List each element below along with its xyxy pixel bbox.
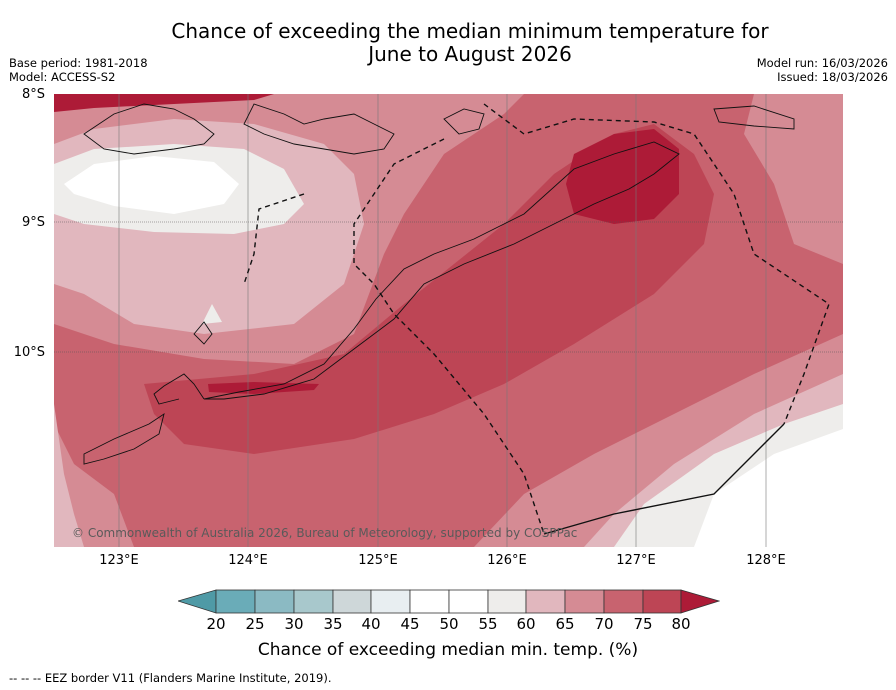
cb-tick-20: 20 <box>206 615 226 633</box>
contour-above80-east <box>566 129 679 224</box>
coastline-timor <box>203 141 680 400</box>
cb-tick-45: 45 <box>400 615 420 633</box>
cb-tick-60: 60 <box>516 615 536 633</box>
chart-title-line1: Chance of exceeding the median minimum t… <box>171 19 769 43</box>
cb-tick-70: 70 <box>594 615 614 633</box>
base-period: Base period: 1981-2018 <box>9 56 148 70</box>
colorbar-segments <box>215 589 682 614</box>
model-name: Model: ACCESS-S2 <box>9 70 116 84</box>
cb-tick-80: 80 <box>671 615 691 633</box>
lat-label-10s: 10°S <box>13 345 45 360</box>
contour-65-70-west <box>54 334 134 547</box>
map-panel <box>54 94 843 547</box>
footer-eez-note: -- -- -- EEZ border V11 (Flanders Marine… <box>9 671 332 685</box>
meta-right: Model run: 16/03/2026 Issued: 18/03/2026 <box>757 56 888 84</box>
colorbar-arrow-high <box>680 589 720 614</box>
coastline-rote <box>83 412 165 465</box>
coastline-wetar <box>443 108 485 135</box>
cb-tick-75: 75 <box>633 615 653 633</box>
meta-left: Base period: 1981-2018 Model: ACCESS-S2 <box>9 56 148 84</box>
eez-border-solid <box>543 423 785 535</box>
copyright-notice: © Commonwealth of Australia 2026, Bureau… <box>72 526 578 540</box>
cb-tick-30: 30 <box>284 615 304 633</box>
contour-60-65-sw <box>54 404 84 547</box>
lat-label-9s: 9°S <box>21 215 45 230</box>
cb-tick-50: 50 <box>439 615 459 633</box>
eez-border <box>243 103 830 535</box>
lon-label-123e: 123°E <box>99 553 139 568</box>
coastlines <box>83 103 795 465</box>
lon-label-127e: 127°E <box>616 553 656 568</box>
contour-above80-nw <box>54 94 274 112</box>
cb-tick-40: 40 <box>361 615 381 633</box>
lat-label-8s: 8°S <box>21 87 45 102</box>
contour-65-70-east <box>744 94 843 264</box>
chart-title: Chance of exceeding the median minimum t… <box>0 20 896 66</box>
coastline-timor-west <box>153 373 205 405</box>
contour-75-80-band <box>144 124 714 454</box>
contour-55-60-timor <box>202 304 222 324</box>
cb-tick-25: 25 <box>245 615 265 633</box>
issued-date: Issued: 18/03/2026 <box>777 70 888 84</box>
cb-tick-35: 35 <box>323 615 343 633</box>
lon-label-126e: 126°E <box>487 553 527 568</box>
contour-50-55-north <box>64 156 239 214</box>
coastline-flores <box>83 103 215 155</box>
coastline-alor <box>243 103 395 155</box>
chart-title-line2: June to August 2026 <box>368 42 572 66</box>
cb-tick-65: 65 <box>555 615 575 633</box>
cb-tick-55: 55 <box>478 615 498 633</box>
coastline-semau <box>193 321 213 345</box>
colorbar-label: Chance of exceeding median min. temp. (%… <box>257 640 639 660</box>
gridlines <box>54 94 843 547</box>
contour-50-55-southeast <box>694 429 843 547</box>
colorbar <box>178 589 720 614</box>
coastline-east-isle <box>713 105 795 130</box>
model-run: Model run: 16/03/2026 <box>756 56 888 70</box>
lon-label-125e: 125°E <box>358 553 398 568</box>
lon-label-128e: 128°E <box>746 553 786 568</box>
lon-label-124e: 124°E <box>228 553 268 568</box>
colorbar-arrow-low <box>178 589 217 614</box>
